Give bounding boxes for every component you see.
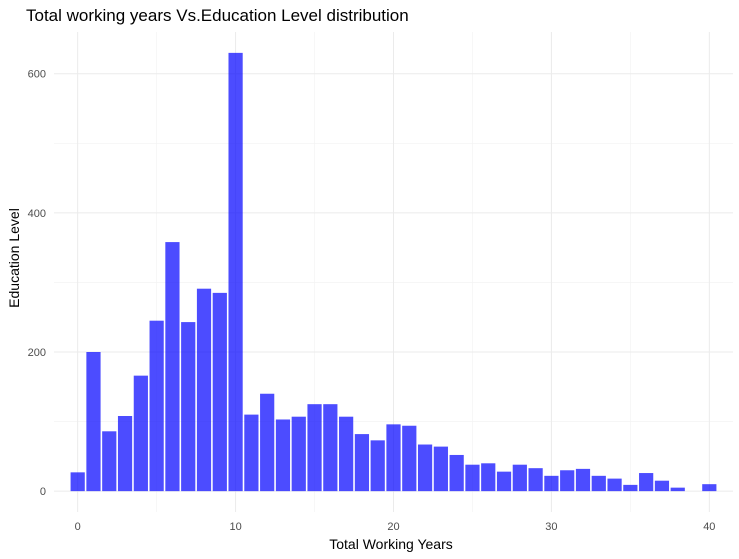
bar (496, 471, 512, 492)
bar (607, 478, 622, 492)
y-tick-label: 400 (28, 208, 46, 220)
bar (702, 484, 717, 492)
bar (481, 463, 496, 492)
bar (402, 425, 417, 492)
bar (339, 416, 354, 492)
bar (591, 475, 606, 492)
bar (133, 375, 148, 492)
bar (323, 404, 338, 492)
bar (196, 288, 212, 492)
bar (228, 52, 243, 492)
bar (370, 440, 385, 492)
bar (291, 416, 306, 492)
bar (86, 352, 101, 492)
bar (244, 414, 259, 492)
bar (560, 470, 575, 492)
bar (575, 468, 591, 492)
bar (449, 454, 464, 492)
bar (275, 419, 291, 492)
bar (512, 464, 527, 492)
bar (102, 431, 117, 492)
y-tick-label: 600 (28, 69, 46, 81)
x-tick-label: 40 (703, 521, 715, 533)
bar (117, 416, 133, 492)
bar (544, 475, 559, 492)
bar (307, 404, 322, 492)
bar (386, 424, 401, 492)
bar (623, 484, 638, 492)
bars (70, 52, 717, 492)
bar (654, 480, 670, 492)
y-tick-label: 0 (40, 486, 46, 498)
y-tick-label: 200 (28, 347, 46, 359)
x-tick-label: 20 (387, 521, 399, 533)
bar (528, 468, 543, 492)
x-tick-label: 0 (75, 521, 81, 533)
bar (212, 292, 227, 492)
bar (465, 464, 480, 492)
x-axis-label: Total Working Years (329, 536, 453, 552)
bar (670, 487, 685, 492)
bar (433, 446, 448, 492)
bar (260, 393, 275, 492)
bar (70, 472, 85, 492)
bar (149, 320, 164, 492)
bar (354, 434, 370, 492)
x-tick-label: 30 (545, 521, 557, 533)
bar (165, 242, 180, 492)
bar (639, 473, 654, 492)
chart-title: Total working years Vs.Education Level d… (26, 6, 409, 25)
x-tick-label: 10 (229, 521, 241, 533)
bar (417, 444, 433, 492)
bar (181, 322, 196, 492)
